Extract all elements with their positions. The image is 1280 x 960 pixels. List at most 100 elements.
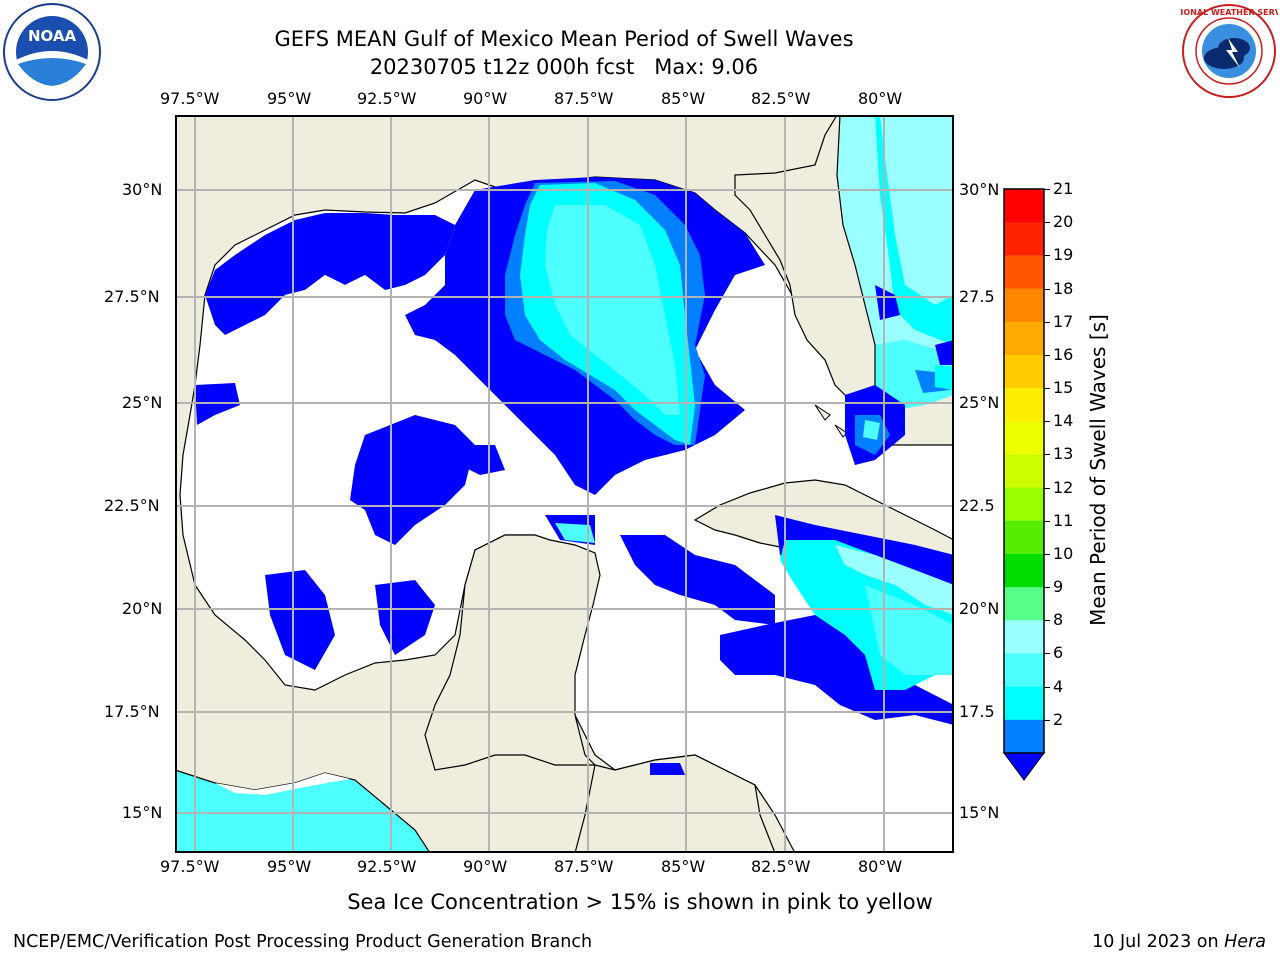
footer-branch: NCEP/EMC/Verification Post Processing Pr… — [13, 932, 593, 952]
lat-label-left: 20°N — [122, 599, 163, 618]
colorbar-swatch — [1004, 321, 1044, 356]
lon-label-bottom: 92.5°W — [357, 857, 417, 876]
colorbar-swatch — [1004, 520, 1044, 555]
colorbar-swatch — [1004, 421, 1044, 455]
colorbar-tick-mark — [1044, 388, 1050, 390]
nws-logo: NATIONAL WEATHER SERVICE — [1180, 4, 1278, 98]
colorbar-tick-label: 4 — [1053, 676, 1064, 696]
lon-label-top: 82.5°W — [751, 89, 811, 108]
colorbar-tick-label: 2 — [1053, 709, 1064, 729]
colorbar-swatch — [1004, 719, 1044, 754]
footer-date: 10 Jul 2023 on Hera — [1092, 932, 1266, 952]
colorbar-tick-mark — [1044, 587, 1050, 589]
lon-label-bottom: 97.5°W — [160, 857, 220, 876]
colorbar-tick-label: 21 — [1053, 179, 1074, 198]
colorbar-tick-mark — [1044, 189, 1050, 190]
colorbar-tick-label: 6 — [1053, 643, 1064, 663]
colorbar-tick-mark — [1044, 454, 1050, 456]
colorbar-tick-label: 19 — [1053, 245, 1074, 265]
svg-text:NATIONAL WEATHER SERVICE: NATIONAL WEATHER SERVICE — [1180, 8, 1278, 17]
noaa-logo-text: NOAA — [28, 27, 77, 45]
noaa-logo: NOAA — [3, 3, 101, 101]
sea-ice-note: Sea Ice Concentration > 15% is shown in … — [347, 890, 933, 914]
map-panel — [175, 115, 954, 853]
lat-label-left: 25°N — [122, 393, 163, 412]
lat-label-right: 15°N — [959, 803, 1000, 822]
colorbar-tick-mark — [1044, 288, 1050, 290]
colorbar-swatch — [1004, 653, 1044, 688]
lon-label-bottom: 82.5°W — [751, 857, 811, 876]
swell-aqua-core — [545, 205, 680, 415]
colorbar-swatch — [1004, 487, 1044, 522]
lat-label-left: 15°N — [122, 803, 163, 822]
colorbar-tick-label: 18 — [1053, 278, 1074, 298]
lon-label-bottom: 95°W — [267, 857, 312, 876]
lon-label-bottom: 85°W — [661, 857, 706, 876]
colorbar-tick-mark — [1044, 255, 1050, 257]
lat-label-left: 17.5°N — [104, 702, 160, 721]
lon-label-bottom: 90°W — [463, 857, 508, 876]
colorbar-tick-mark — [1044, 222, 1050, 224]
chart-title: GEFS MEAN Gulf of Mexico Mean Period of … — [274, 27, 854, 51]
swell-blue-west — [205, 213, 455, 335]
footer-machine: Hera — [1224, 932, 1266, 952]
colorbar-swatch — [1004, 620, 1044, 654]
central-america-land — [574, 754, 776, 853]
colorbar-tick-mark — [1044, 520, 1050, 522]
chart-subtitle: 20230705 t12z 000h fcst Max: 9.06 — [369, 55, 759, 79]
colorbar-tick-label: 14 — [1053, 411, 1074, 431]
colorbar-tick-label: 10 — [1053, 543, 1074, 563]
colorbar-swatch — [1004, 222, 1044, 256]
colorbar-swatch — [1004, 354, 1044, 389]
footer-date-text: 10 Jul 2023 on — [1092, 932, 1219, 952]
colorbar-tick-mark — [1044, 321, 1050, 323]
lat-label-right: 22.5 — [959, 496, 995, 515]
colorbar-swatch — [1004, 388, 1044, 422]
lon-label-top: 80°W — [858, 89, 903, 108]
lat-label-left: 30°N — [122, 180, 163, 199]
colorbar-label: Mean Period of Swell Waves [s] — [1086, 314, 1110, 626]
colorbar-tick-label: 20 — [1053, 212, 1074, 232]
colorbar-swatch — [1004, 288, 1044, 323]
colorbar-tick-label: 16 — [1053, 344, 1074, 364]
colorbar-swatch — [1004, 189, 1044, 223]
lon-label-top: 97.5°W — [160, 89, 220, 108]
colorbar-tick-mark — [1044, 686, 1050, 688]
lat-label-right: 25°N — [959, 393, 1000, 412]
lat-label-right: 30°N — [959, 180, 1000, 199]
colorbar-tick-mark — [1044, 487, 1050, 489]
colorbar-swatch — [1004, 255, 1044, 290]
colorbar-swatch — [1004, 686, 1044, 721]
colorbar-tick-label: 9 — [1053, 577, 1064, 597]
lat-label-right: 27.5 — [959, 287, 995, 306]
colorbar-tick-label: 13 — [1053, 444, 1074, 464]
colorbar-tick-mark — [1044, 354, 1050, 356]
colorbar-tick-mark — [1044, 553, 1050, 555]
colorbar-tick-label: 8 — [1053, 610, 1064, 630]
lon-label-top: 90°W — [463, 89, 508, 108]
lat-label-left: 22.5°N — [104, 496, 160, 515]
colorbar-tick-label: 11 — [1053, 510, 1074, 530]
colorbar-tick-mark — [1044, 421, 1050, 423]
colorbar-tick-mark — [1044, 620, 1050, 622]
lon-label-bottom: 87.5°W — [554, 857, 614, 876]
colorbar-tick-mark — [1044, 653, 1050, 655]
colorbar-swatch — [1004, 587, 1044, 621]
colorbar-extend-triangle — [1003, 752, 1045, 781]
colorbar-tick-label: 12 — [1053, 477, 1074, 497]
lat-label-left: 27.5°N — [104, 287, 160, 306]
lat-label-right: 17.5 — [959, 702, 995, 721]
lon-label-top: 92.5°W — [357, 89, 417, 108]
colorbar — [1003, 188, 1045, 781]
colorbar-tick-mark — [1044, 719, 1050, 721]
colorbar-tick-label: 15 — [1053, 378, 1074, 398]
lat-label-right: 20°N — [959, 599, 1000, 618]
lon-label-top: 95°W — [267, 89, 312, 108]
lon-label-bottom: 80°W — [858, 857, 903, 876]
map-gridlines — [175, 115, 954, 853]
lon-label-top: 87.5°W — [554, 89, 614, 108]
colorbar-swatch — [1004, 553, 1044, 588]
colorbar-swatch — [1004, 454, 1044, 489]
colorbar-tick-label: 17 — [1053, 311, 1074, 331]
lon-label-top: 85°W — [661, 89, 706, 108]
